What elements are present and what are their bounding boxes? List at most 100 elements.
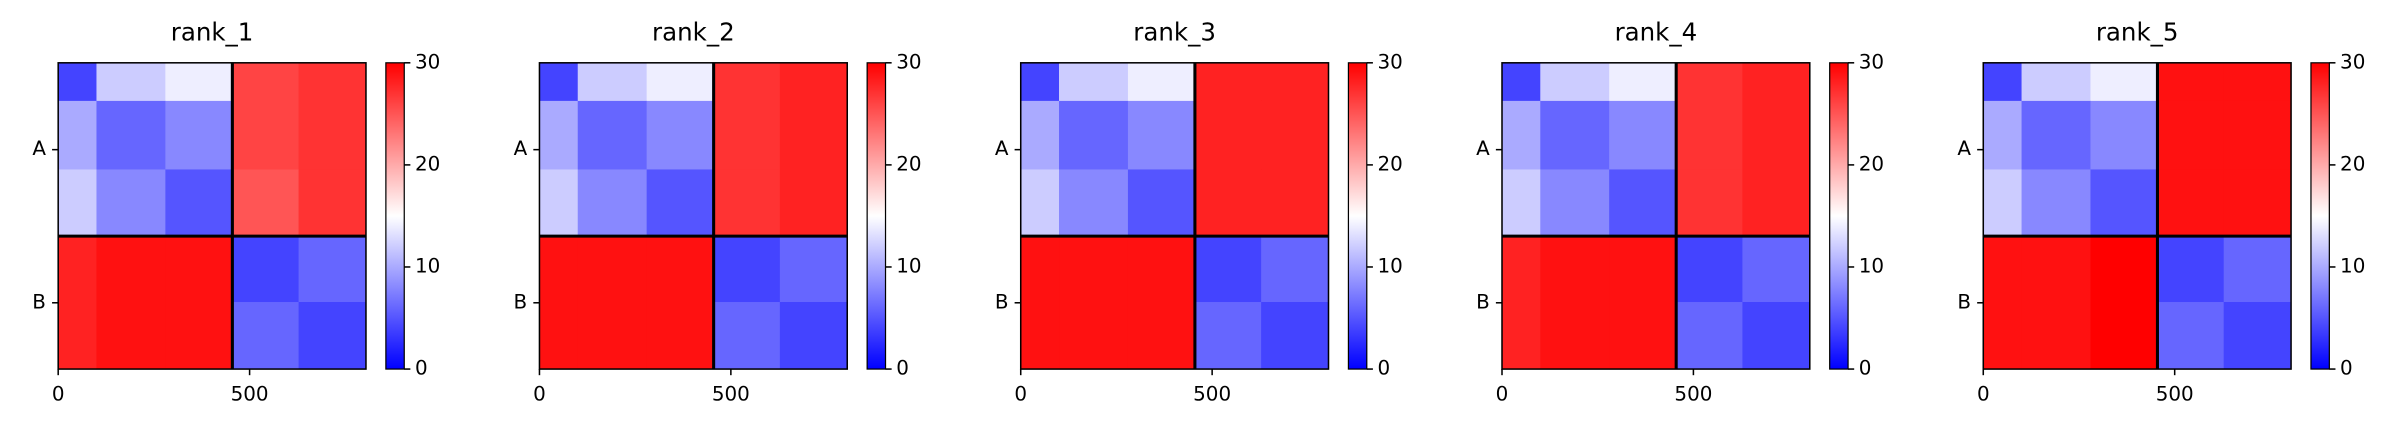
- heat-cell: [1502, 62, 1541, 102]
- heat-cell: [577, 236, 648, 303]
- x-tick-label: 0: [1977, 383, 1990, 406]
- heat-cell: [1742, 236, 1811, 303]
- chart-title: rank_4: [1615, 18, 1698, 47]
- heat-cell: [577, 302, 648, 370]
- y-tick-label: A: [1476, 137, 1490, 160]
- heat-cell: [58, 302, 97, 370]
- heat-cell: [58, 100, 97, 170]
- heat-cell: [1742, 100, 1811, 170]
- heat-cell: [2157, 100, 2225, 170]
- colorbar-tick-label: 10: [2340, 254, 2365, 277]
- heat-cell: [779, 169, 848, 237]
- heat-cell: [165, 169, 233, 237]
- colorbar: [1347, 62, 1368, 370]
- heat-cell: [1020, 302, 1060, 370]
- heat-cell: [165, 302, 233, 370]
- heat-cell: [539, 100, 579, 170]
- heat-cell: [2157, 62, 2225, 102]
- colorbar-tick-label: 20: [896, 152, 921, 175]
- heat-cell: [165, 62, 233, 102]
- colorbar-tick-label: 0: [1859, 357, 1872, 380]
- heat-cell: [1676, 62, 1743, 102]
- heat-cell: [2223, 302, 2292, 370]
- colorbar-tick-label: 0: [415, 357, 428, 380]
- colorbar: [385, 62, 405, 370]
- heat-cell: [1983, 302, 2023, 370]
- heat-cell: [2223, 62, 2292, 102]
- heat-cell: [779, 100, 848, 170]
- x-tick-label: 500: [1674, 383, 1712, 406]
- heat-cell: [1609, 169, 1677, 237]
- chart-title: rank_3: [1133, 18, 1216, 47]
- heat-cell: [298, 62, 367, 102]
- heat-cell: [1020, 236, 1060, 303]
- colorbar: [1829, 62, 1849, 370]
- heat-cell: [1261, 62, 1329, 102]
- heat-cell: [1059, 236, 1129, 303]
- heat-cell: [1194, 236, 1262, 303]
- colorbar-tick-label: 20: [415, 152, 440, 175]
- heat-cell: [713, 236, 781, 303]
- heat-cell: [539, 302, 579, 370]
- heat-cell: [1502, 302, 1541, 370]
- heat-cell: [2090, 100, 2158, 170]
- x-tick-label: 500: [2156, 383, 2194, 406]
- x-tick-label: 0: [52, 383, 65, 406]
- heat-cell: [1609, 100, 1677, 170]
- heat-cell: [646, 236, 715, 303]
- heat-cell: [1059, 302, 1129, 370]
- y-tick-label: B: [1476, 290, 1490, 313]
- heat-cell: [58, 62, 97, 102]
- x-tick-label: 500: [712, 383, 750, 406]
- heat-cell: [2223, 100, 2292, 170]
- heat-cell: [1983, 100, 2023, 170]
- heat-cell: [1020, 169, 1060, 237]
- heat-cell: [1609, 236, 1677, 303]
- colorbar-tick-label: 30: [415, 50, 440, 73]
- heat-cell: [2157, 236, 2225, 303]
- heat-cell: [1983, 236, 2023, 303]
- heat-cell: [1127, 100, 1196, 170]
- heat-cell: [539, 169, 579, 237]
- heat-cell: [96, 100, 166, 170]
- heat-cell: [646, 169, 715, 237]
- heat-cell: [646, 62, 715, 102]
- heat-cell: [232, 100, 300, 170]
- heat-cell: [298, 100, 367, 170]
- heat-cell: [298, 302, 367, 370]
- heat-cell: [779, 62, 848, 102]
- x-tick-label: 0: [1496, 383, 1509, 406]
- heat-cell: [2021, 302, 2091, 370]
- heat-cell: [1194, 169, 1262, 237]
- heat-cell: [2090, 169, 2158, 237]
- heat-cell: [1059, 100, 1129, 170]
- colorbar-tick-label: 30: [1378, 50, 1403, 73]
- heat-cell: [1502, 100, 1541, 170]
- heat-cell: [2223, 169, 2292, 237]
- heat-cell: [2021, 62, 2091, 102]
- heat-cell: [1059, 62, 1129, 102]
- heat-cell: [1261, 100, 1329, 170]
- colorbar-tick-label: 0: [1378, 357, 1391, 380]
- heat-cell: [1127, 302, 1196, 370]
- y-tick-label: A: [995, 137, 1009, 160]
- heat-cell: [713, 62, 781, 102]
- plot-frame: [1982, 62, 2292, 370]
- heat-cell: [1261, 236, 1329, 303]
- heat-cell: [58, 236, 97, 303]
- y-tick-label: B: [32, 290, 46, 313]
- heat-cell: [1983, 169, 2023, 237]
- heat-cell: [713, 100, 781, 170]
- heat-cell: [165, 100, 233, 170]
- colorbar: [2310, 62, 2330, 370]
- x-tick-label: 500: [1193, 383, 1231, 406]
- colorbar-tick-label: 30: [896, 50, 921, 73]
- heat-cell: [577, 62, 648, 102]
- colorbar-tick-label: 30: [2340, 50, 2365, 73]
- heat-cell: [1540, 62, 1610, 102]
- heat-cell: [1742, 169, 1811, 237]
- heat-cell: [1127, 236, 1196, 303]
- y-tick-label: B: [514, 290, 528, 313]
- heat-cell: [1127, 62, 1196, 102]
